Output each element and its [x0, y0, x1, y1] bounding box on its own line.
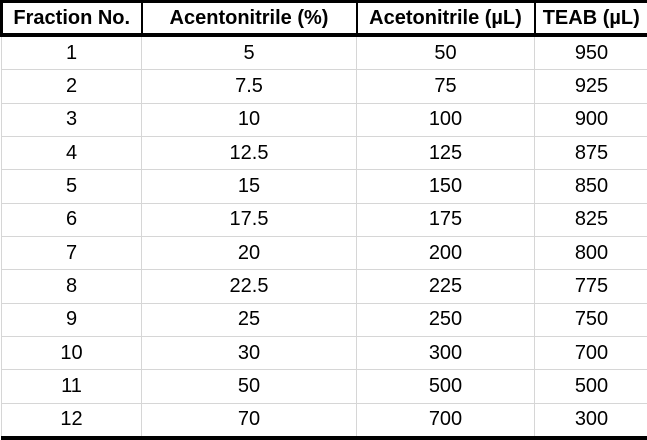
cell-acn-ul: 100: [356, 102, 535, 138]
cell-acn-percent: 20: [141, 235, 357, 271]
cell-teab-ul: 775: [534, 269, 647, 304]
cell-acn-ul: 225: [356, 269, 535, 304]
cell-teab-ul: 700: [534, 335, 647, 371]
cell-acn-ul: 75: [356, 69, 535, 104]
cell-fraction-no: 10: [1, 335, 142, 371]
cell-fraction-no: 6: [1, 202, 142, 237]
table-body: 1 5 50 950 2 7.5 75 925 3 10 100 900 4 1…: [1, 34, 647, 440]
cell-teab-ul: 750: [534, 302, 647, 337]
cell-fraction-no: 9: [1, 302, 142, 337]
table-row: 8 22.5 225 775: [1, 269, 647, 304]
cell-teab-ul: 875: [534, 135, 647, 171]
cell-acn-ul: 500: [356, 369, 535, 404]
cell-acn-percent: 17.5: [141, 202, 357, 237]
table-row: 1 5 50 950: [1, 34, 647, 71]
cell-fraction-no: 12: [1, 402, 142, 440]
table-row: 11 50 500 500: [1, 369, 647, 404]
cell-fraction-no: 8: [1, 269, 142, 304]
cell-acn-percent: 12.5: [141, 135, 357, 171]
table-row: 3 10 100 900: [1, 102, 647, 138]
cell-acn-ul: 300: [356, 335, 535, 371]
cell-teab-ul: 850: [534, 169, 647, 204]
cell-fraction-no: 11: [1, 369, 142, 404]
cell-acn-ul: 125: [356, 135, 535, 171]
cell-fraction-no: 1: [1, 34, 142, 71]
cell-teab-ul: 925: [534, 69, 647, 104]
table-row: 9 25 250 750: [1, 302, 647, 337]
column-header-acentonitrile-pct: Acentonitrile (%): [140, 0, 358, 37]
cell-acn-percent: 50: [141, 369, 357, 404]
cell-teab-ul: 300: [534, 402, 647, 440]
cell-acn-percent: 15: [141, 169, 357, 204]
column-header-teab-ul: TEAB (µL): [533, 0, 647, 37]
table-row: 2 7.5 75 925: [1, 69, 647, 104]
cell-acn-percent: 70: [141, 402, 357, 440]
table-row: 6 17.5 175 825: [1, 202, 647, 237]
cell-fraction-no: 4: [1, 135, 142, 171]
cell-acn-percent: 7.5: [141, 69, 357, 104]
cell-fraction-no: 2: [1, 69, 142, 104]
cell-acn-percent: 22.5: [141, 269, 357, 304]
cell-acn-percent: 30: [141, 335, 357, 371]
cell-teab-ul: 500: [534, 369, 647, 404]
cell-fraction-no: 3: [1, 102, 142, 138]
cell-acn-ul: 700: [356, 402, 535, 440]
cell-teab-ul: 900: [534, 102, 647, 138]
cell-teab-ul: 950: [534, 34, 647, 71]
cell-fraction-no: 5: [1, 169, 142, 204]
cell-acn-ul: 175: [356, 202, 535, 237]
cell-acn-ul: 200: [356, 235, 535, 271]
table-row: 12 70 700 300: [1, 402, 647, 440]
cell-teab-ul: 825: [534, 202, 647, 237]
table-row: 7 20 200 800: [1, 235, 647, 271]
cell-teab-ul: 800: [534, 235, 647, 271]
cell-acn-percent: 10: [141, 102, 357, 138]
cell-acn-ul: 50: [356, 34, 535, 71]
table-row: 5 15 150 850: [1, 169, 647, 204]
cell-acn-ul: 250: [356, 302, 535, 337]
column-header-fraction-no: Fraction No.: [0, 0, 143, 37]
table-row: 4 12.5 125 875: [1, 135, 647, 171]
column-header-acetonitrile-ul: Acetonitrile (µL): [355, 0, 536, 37]
table-header: Fraction No. Acentonitrile (%) Acetonitr…: [0, 0, 647, 37]
cell-acn-percent: 25: [141, 302, 357, 337]
header-row: Fraction No. Acentonitrile (%) Acetonitr…: [0, 0, 647, 37]
table-row: 10 30 300 700: [1, 335, 647, 371]
cell-acn-ul: 150: [356, 169, 535, 204]
cell-fraction-no: 7: [1, 235, 142, 271]
cell-acn-percent: 5: [141, 34, 357, 71]
